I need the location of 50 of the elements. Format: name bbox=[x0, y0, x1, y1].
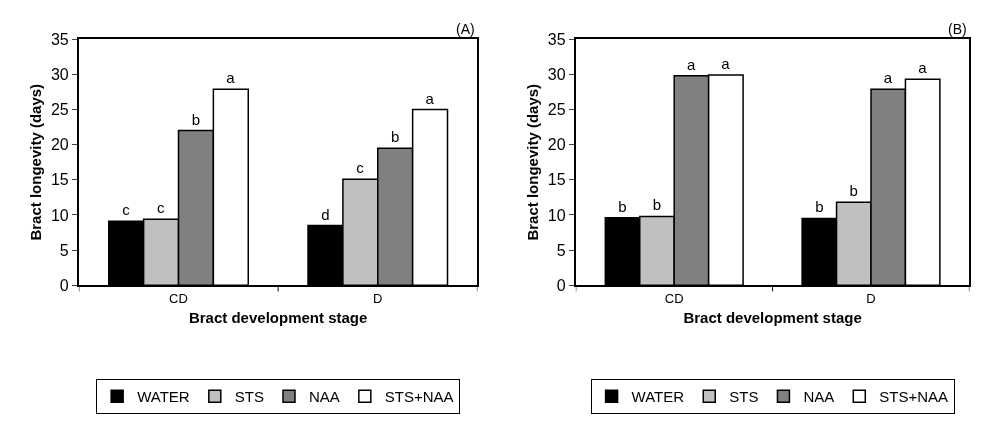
legend-label: WATER bbox=[137, 388, 190, 406]
legend-label: NAA bbox=[803, 388, 835, 406]
x-tick-label: D bbox=[373, 290, 383, 306]
legend-label: STS bbox=[729, 388, 759, 406]
data-label: a bbox=[425, 89, 435, 107]
x-axis-title: Bract development stage bbox=[683, 309, 862, 327]
data-label: c bbox=[157, 199, 166, 217]
y-tick-label: 25 bbox=[50, 101, 69, 119]
data-label: b bbox=[849, 182, 858, 200]
y-tick-label: 10 bbox=[50, 206, 69, 224]
data-label: c bbox=[356, 159, 365, 177]
y-tick-label: 30 bbox=[50, 65, 69, 83]
legend-label: STS+NAA bbox=[384, 388, 454, 406]
y-tick-label: 5 bbox=[556, 241, 566, 259]
x-axis-title: Bract development stage bbox=[188, 309, 368, 327]
text: (A) bbox=[456, 21, 475, 37]
x-tick-label: CD bbox=[664, 290, 684, 306]
data-label: b bbox=[652, 196, 662, 214]
legend-label: NAA bbox=[308, 388, 340, 406]
data-label: a bbox=[721, 55, 731, 73]
y-tick-label: 35 bbox=[547, 30, 566, 48]
y-tick-label: 0 bbox=[556, 276, 566, 294]
y-axis-title: Bract longevity (days) bbox=[26, 83, 44, 241]
text: (B) bbox=[948, 21, 967, 37]
x-tick-label: CD bbox=[169, 290, 188, 306]
data-label: c bbox=[122, 201, 131, 219]
y-tick-label: 20 bbox=[547, 136, 566, 154]
y-tick-label: 10 bbox=[547, 206, 566, 224]
legend-label: STS+NAA bbox=[879, 388, 949, 406]
data-label: b bbox=[391, 128, 400, 146]
y-tick-label: 0 bbox=[59, 276, 69, 294]
legend-label: WATER bbox=[631, 388, 685, 406]
data-label: a bbox=[226, 69, 236, 87]
y-tick-label: 25 bbox=[547, 101, 566, 119]
data-label: a bbox=[883, 69, 893, 87]
y-tick-label: 15 bbox=[547, 171, 566, 189]
data-label: b bbox=[618, 197, 627, 215]
y-tick-label: 20 bbox=[50, 136, 69, 154]
data-label: b bbox=[191, 110, 201, 128]
y-tick-label: 35 bbox=[50, 30, 69, 48]
data-label: d bbox=[321, 205, 330, 223]
legend-label: STS bbox=[234, 388, 264, 406]
y-tick-label: 15 bbox=[50, 171, 69, 189]
y-tick-label: 5 bbox=[59, 241, 69, 259]
data-label: a bbox=[686, 55, 696, 73]
data-label: b bbox=[815, 198, 824, 216]
data-label: a bbox=[918, 59, 928, 77]
y-tick-label: 30 bbox=[547, 65, 566, 83]
y-axis-title: Bract longevity (days) bbox=[523, 83, 541, 241]
x-tick-label: D bbox=[866, 290, 876, 306]
